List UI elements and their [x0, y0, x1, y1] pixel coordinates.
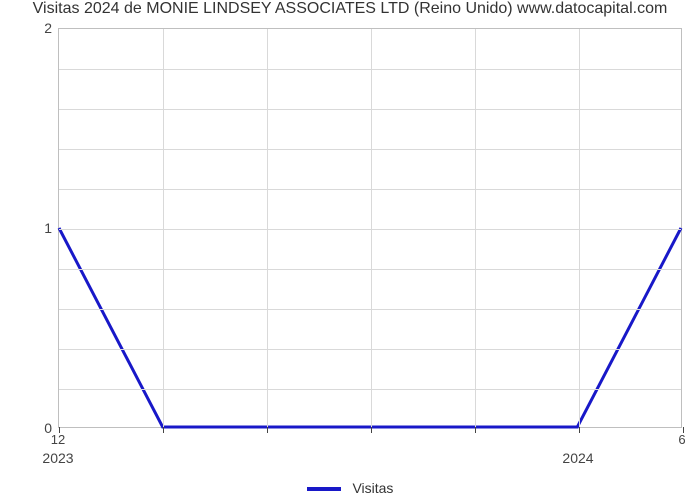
gridline-v	[579, 29, 580, 427]
gridline-h	[59, 69, 681, 70]
gridline-h	[59, 109, 681, 110]
gridline-h	[59, 229, 681, 230]
gridline-h	[59, 269, 681, 270]
gridline-h	[59, 189, 681, 190]
gridline-v	[267, 29, 268, 427]
chart-container: Visitas 2024 de MONIE LINDSEY ASSOCIATES…	[0, 0, 700, 500]
plot-area	[58, 28, 682, 428]
gridline-h	[59, 389, 681, 390]
gridline-v	[475, 29, 476, 427]
y-tick-label: 2	[0, 20, 52, 36]
x-tick-mark	[267, 427, 268, 433]
x-month-label: 6	[678, 432, 685, 447]
chart-title: Visitas 2024 de MONIE LINDSEY ASSOCIATES…	[0, 0, 700, 18]
y-tick-label: 1	[0, 220, 52, 236]
x-tick-mark	[475, 427, 476, 433]
x-month-label: 12	[51, 432, 65, 447]
gridline-h	[59, 349, 681, 350]
x-tick-mark	[579, 427, 580, 433]
y-tick-label: 0	[0, 420, 52, 436]
gridline-h	[59, 149, 681, 150]
legend-label: Visitas	[352, 480, 393, 496]
line-series	[59, 29, 681, 427]
x-tick-mark	[371, 427, 372, 433]
gridline-v	[163, 29, 164, 427]
x-tick-mark	[163, 427, 164, 433]
legend-swatch	[307, 487, 341, 491]
x-year-label: 2024	[562, 450, 593, 466]
visitas-line	[59, 228, 681, 427]
legend: Visitas	[0, 480, 700, 496]
gridline-h	[59, 309, 681, 310]
gridline-v	[371, 29, 372, 427]
x-year-label: 2023	[42, 450, 73, 466]
